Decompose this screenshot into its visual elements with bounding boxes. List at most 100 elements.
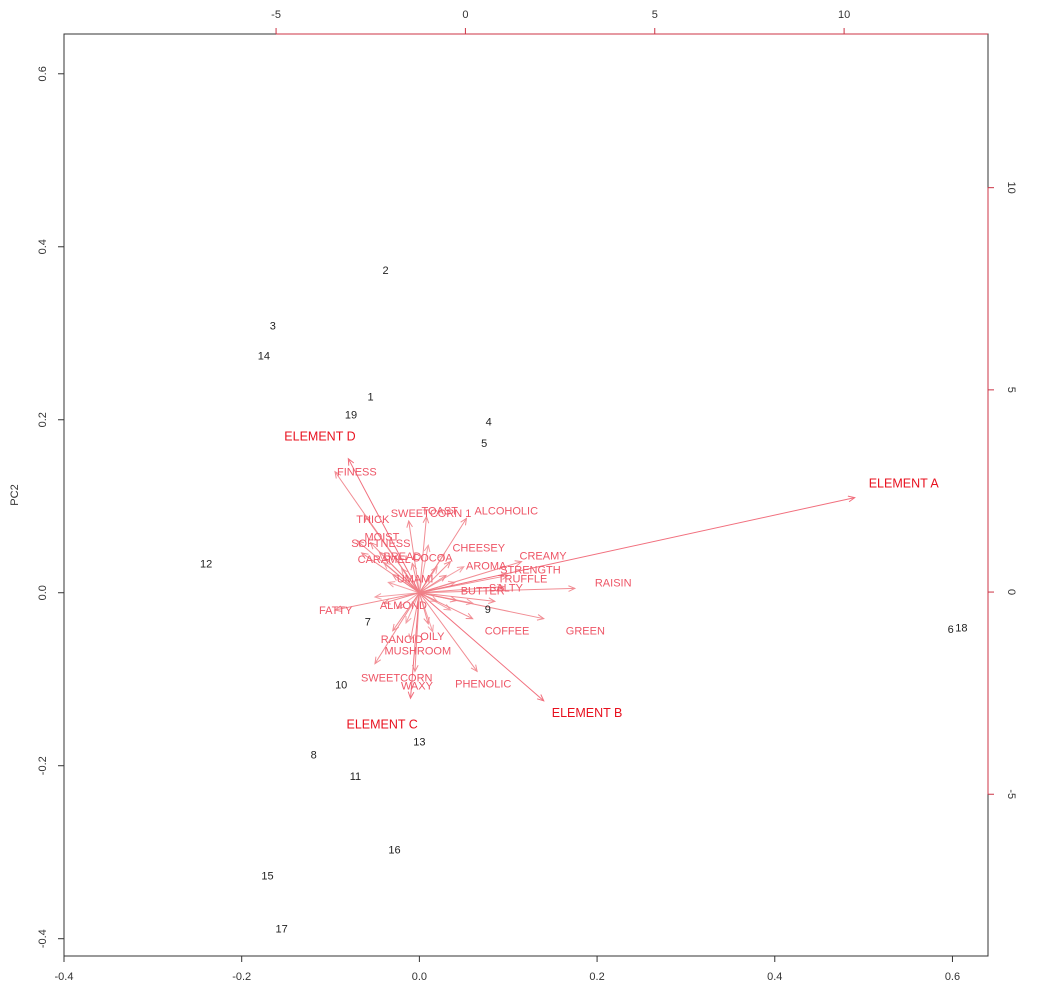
y-tick-label: -0.2 [37, 756, 49, 775]
x-tick-label: 0.2 [589, 971, 604, 983]
observation-label: 6 [948, 624, 954, 636]
variable-label: ELEMENT B [552, 706, 623, 720]
loading-arrow [405, 592, 420, 625]
observation-label: 8 [311, 749, 317, 761]
right-tick-label: 0 [1005, 589, 1017, 595]
variable-label: GREEN [566, 626, 605, 638]
variable-label: PHENOLIC [455, 678, 511, 690]
top-tick-label: 0 [462, 9, 468, 21]
loading-arrow [419, 560, 523, 594]
variable-label: COCOA [412, 552, 453, 564]
right-tick-label: 10 [1005, 182, 1017, 194]
x-tick-label: 0.4 [767, 971, 782, 983]
observation-label: 17 [276, 923, 288, 935]
x-tick-label: -0.2 [232, 971, 251, 983]
loading-arrow [373, 592, 420, 600]
variable-label: BREAD [383, 551, 421, 563]
loading-arrow [363, 513, 420, 594]
observation-label: 19 [345, 410, 357, 422]
loading-arrow [419, 574, 448, 594]
variable-label: FATTY [319, 605, 353, 617]
observation-label: 9 [485, 604, 491, 616]
variable-label: BUTTER [461, 586, 505, 598]
variable-label: ELEMENT A [869, 477, 940, 491]
loading-arrow [408, 592, 420, 642]
loading-arrow [419, 592, 545, 702]
variable-label: ALMOND [380, 600, 427, 612]
variable-label: SWEETCORN 1 [391, 508, 472, 520]
top-tick-label: -5 [271, 9, 281, 21]
variable-label: FINESS [337, 467, 377, 479]
loading-arrow [418, 515, 430, 593]
loading-arrow [411, 592, 420, 673]
observation-label: 4 [486, 416, 492, 428]
variable-label: OILY [420, 631, 445, 643]
loading-arrow [419, 583, 506, 594]
observation-label: 10 [335, 679, 347, 691]
y-tick-label: 0.2 [37, 412, 49, 427]
loading-arrow [396, 592, 420, 610]
variable-label: CHEESEY [452, 543, 505, 555]
plot-frame [63, 33, 989, 957]
variable-label: TOAST [421, 506, 458, 518]
secondary-axes: -5 0 5 10 -5 0 5 10 [271, 9, 1017, 799]
variable-label: SWEETCORN [361, 673, 433, 685]
loading-arrow [406, 519, 420, 593]
variable-label: CREAMY [520, 551, 568, 563]
observation-label: 1 [367, 391, 373, 403]
variable-label: ALCOHOLIC [474, 505, 538, 517]
loading-arrow [347, 457, 420, 593]
loading-arrow [419, 585, 577, 594]
loading-arrow [418, 543, 431, 593]
loading-arrow [418, 592, 430, 626]
observation-label: 16 [388, 845, 400, 857]
y-tick-label: 0.0 [37, 585, 49, 600]
variable-label: ELEMENT D [284, 430, 355, 444]
variable-label: TRUFFLE [498, 574, 548, 586]
variable-label: STRENGTH [500, 564, 561, 576]
variable-label: THICK [356, 514, 390, 526]
observation-label: 3 [270, 320, 276, 332]
loading-arrow [391, 573, 420, 594]
loading-arrow [410, 562, 420, 593]
loading-arrow [419, 592, 545, 621]
loading-arrow [378, 551, 420, 594]
observation-label: 18 [955, 622, 967, 634]
top-tick-label: 5 [652, 9, 658, 21]
loading-arrow [418, 592, 478, 673]
loading-arrow [419, 592, 474, 620]
y-tick-label: -0.4 [37, 929, 49, 948]
loading-arrow [374, 592, 420, 665]
y-tick-label: 0.4 [37, 239, 49, 254]
primary-axes: -0.4 -0.2 0.0 0.2 0.4 0.6 -0.4 -0.2 0.0 0.2 0.4 0.6 [37, 66, 960, 983]
variable-label: AROMA [466, 560, 507, 572]
observation-label: 13 [413, 737, 425, 749]
loading-arrow [419, 560, 452, 594]
observation-label: 12 [200, 558, 212, 570]
variable-label: WAXY [401, 680, 434, 692]
variable-label: ELEMENT C [347, 717, 418, 731]
observation-label: 14 [258, 351, 270, 363]
x-tick-label: 0.6 [945, 971, 960, 983]
x-tick-label: 0.0 [412, 971, 427, 983]
loading-arrow [419, 495, 856, 594]
variable-label: COFFEE [485, 626, 530, 638]
variable-label: SALTY [489, 582, 524, 594]
variable-label: UMAMI [397, 574, 434, 586]
observation-label: 7 [365, 616, 371, 628]
loading-arrow [419, 573, 510, 594]
variable-label: MUSHROOM [385, 645, 452, 657]
top-tick-label: 10 [838, 9, 850, 21]
observation-label: 5 [481, 438, 487, 450]
variable-label: SOFTNESS [351, 538, 410, 550]
loading-arrow [333, 592, 420, 613]
observation-label: 2 [383, 265, 389, 277]
variable-label: CARAMEL [358, 554, 411, 566]
variable-label: RAISIN [595, 577, 632, 589]
observation-label: 15 [261, 871, 273, 883]
variable-label: MOIST [365, 532, 400, 544]
y-tick-label: 0.6 [37, 66, 49, 81]
loading-arrow [382, 592, 420, 605]
